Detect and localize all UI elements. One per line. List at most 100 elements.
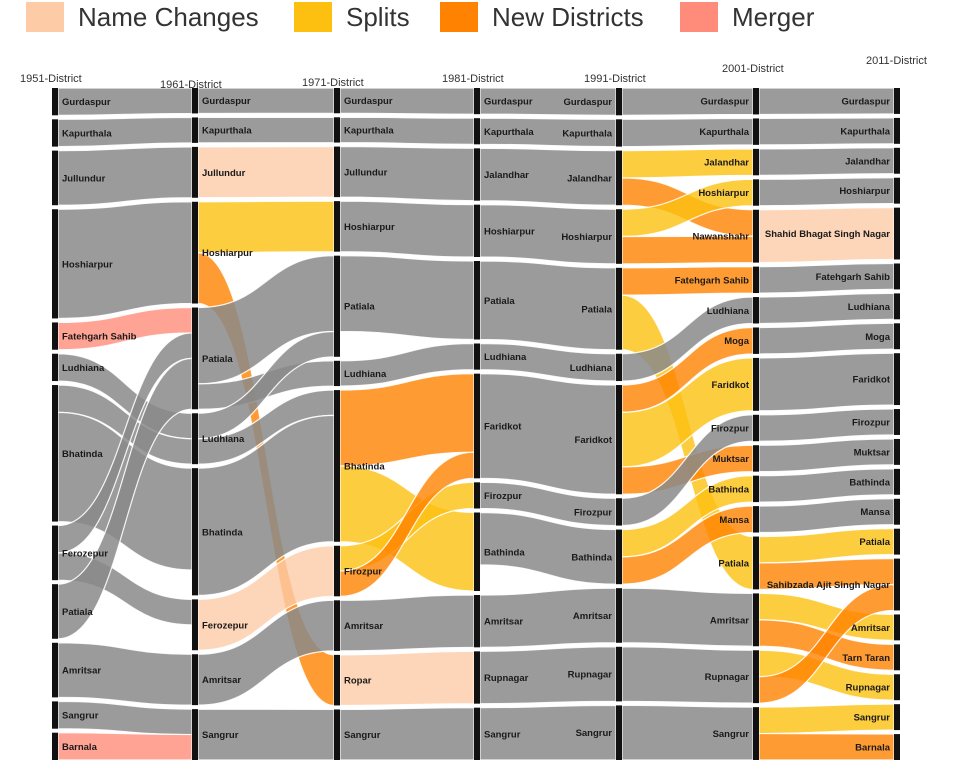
node-bar-nawanshahr — [753, 209, 759, 263]
node-bar-hoshiarpur — [616, 209, 622, 264]
node-bar-shahid-bhagat-singh-nagar — [894, 207, 900, 260]
node-bar-jalandhar — [894, 147, 900, 174]
node-bar-gurdaspur — [753, 88, 759, 115]
node-label-ferozepur: Ferozepur — [202, 620, 248, 631]
node-bar-firozpur — [894, 409, 900, 435]
column-title-1971-district: 1971-District — [302, 77, 364, 89]
column-title-1991-district: 1991-District — [584, 73, 646, 85]
node-bar-sangrur — [52, 701, 58, 729]
legend: Name Changes Splits New Districts Merger — [0, 0, 980, 36]
node-label-hoshiarpur: Hoshiarpur — [202, 248, 253, 259]
node-label-kapurthala: Kapurthala — [344, 125, 394, 136]
node-label-bathinda: Bathinda — [484, 547, 525, 558]
node-bar-amritsar — [334, 600, 340, 651]
node-label-gurdaspur: Gurdaspur — [202, 96, 251, 107]
node-label-sangrur: Sangrur — [484, 729, 521, 740]
flow-amritsar-to-amritsar — [479, 587, 617, 648]
node-bar-patiala — [334, 255, 340, 357]
node-label-hoshiarpur: Hoshiarpur — [62, 259, 113, 270]
node-bar-amritsar — [52, 642, 58, 698]
flow-bathinda-to-bathinda — [621, 475, 754, 558]
flow-faridkot-to-faridkot — [621, 357, 754, 468]
node-bar-patiala — [753, 536, 759, 590]
node-label-amritsar: Amritsar — [710, 615, 749, 626]
legend-swatch-splits — [294, 2, 332, 32]
node-label-sangrur: Sangrur — [713, 729, 750, 740]
node-bar-faridkot — [753, 357, 759, 411]
node-bar-amritsar — [616, 588, 622, 643]
node-bar-firozpur — [334, 545, 340, 597]
node-bar-fatehgarh-sahib — [52, 322, 58, 350]
node-bar-patiala — [616, 267, 622, 350]
node-bar-gurdaspur — [334, 88, 340, 114]
node-label-ludhiana: Ludhiana — [484, 352, 527, 363]
node-label-jalandhar: Jalandhar — [704, 158, 749, 169]
legend-item-merger: Merger — [680, 0, 814, 34]
node-bar-muktsar — [753, 445, 759, 472]
node-bar-hoshiarpur — [52, 209, 58, 319]
flow-bathinda-to-bathinda — [479, 511, 617, 585]
node-label-amritsar: Amritsar — [344, 621, 383, 632]
column-title-1951-district: 1951-District — [20, 73, 82, 85]
node-label-kapurthala: Kapurthala — [699, 127, 749, 138]
node-bar-firozpur — [616, 498, 622, 526]
node-label-muktsar: Muktsar — [713, 454, 750, 465]
node-bar-patiala — [894, 528, 900, 555]
node-bar-gurdaspur — [192, 88, 198, 114]
node-bar-bathinda — [616, 529, 622, 585]
legend-item-name-changes: Name Changes — [26, 0, 259, 34]
node-label-kapurthala: Kapurthala — [484, 127, 534, 138]
node-bar-moga — [894, 323, 900, 350]
legend-label-name-changes: Name Changes — [78, 1, 259, 32]
node-label-shahid-bhagat-singh-nagar: Shahid Bhagat Singh Nagar — [765, 229, 890, 240]
node-label-gurdaspur: Gurdaspur — [484, 97, 533, 108]
node-bar-ludhiana — [334, 360, 340, 387]
legend-item-splits: Splits — [294, 0, 410, 34]
flow-sangrur-to-sangrur — [758, 703, 895, 735]
node-label-bathinda: Bathinda — [571, 552, 612, 563]
node-label-patiala: Patiala — [344, 302, 375, 313]
node-bar-kapurthala — [474, 118, 480, 145]
node-label-ludhiana: Ludhiana — [570, 363, 613, 374]
flow-hoshiarpur-to-nawanshahr — [621, 235, 754, 265]
node-bar-gurdaspur — [616, 88, 622, 116]
node-bar-bathinda — [753, 475, 759, 503]
node-label-kapurthala: Kapurthala — [562, 128, 612, 139]
flow-gurdaspur-to-gurdaspur — [621, 87, 754, 116]
node-label-faridkot: Faridkot — [712, 380, 750, 391]
node-label-barnala: Barnala — [62, 742, 98, 753]
node-bar-jullundur — [52, 150, 58, 206]
node-bar-jullundur — [334, 146, 340, 198]
flow-firozpur-to-firozpur — [758, 408, 895, 442]
node-label-amritsar: Amritsar — [202, 675, 241, 686]
flow-jullundur-to-jalandhar — [339, 145, 475, 202]
node-bar-patiala — [52, 584, 58, 639]
node-bar-ludhiana — [192, 413, 198, 465]
node-bar-muktsar — [894, 438, 900, 465]
node-label-gurdaspur: Gurdaspur — [563, 97, 612, 108]
node-label-faridkot: Faridkot — [575, 435, 613, 446]
node-label-bathinda: Bathinda — [849, 477, 890, 488]
node-bar-hoshiarpur — [192, 201, 198, 304]
node-label-muktsar: Muktsar — [854, 447, 891, 458]
node-label-gurdaspur: Gurdaspur — [841, 96, 890, 107]
node-bar-rupnagar — [894, 674, 900, 701]
node-bar-rupnagar — [616, 646, 622, 702]
node-label-kapurthala: Kapurthala — [202, 126, 252, 137]
node-bar-ferozepur — [192, 599, 198, 651]
node-bar-ferozepur — [52, 525, 58, 581]
node-label-gurdaspur: Gurdaspur — [700, 97, 749, 108]
flow-mansa-to-mansa — [758, 498, 895, 534]
node-label-ludhiana: Ludhiana — [707, 306, 750, 317]
legend-swatch-merger — [680, 2, 718, 32]
node-bar-amritsar — [753, 593, 759, 647]
node-label-moga: Moga — [865, 332, 891, 343]
node-label-sangrur: Sangrur — [344, 730, 381, 741]
node-bar-gurdaspur — [52, 88, 58, 116]
node-label-fatehgarh-sahib: Fatehgarh Sahib — [816, 272, 891, 283]
node-bar-patiala — [474, 261, 480, 340]
node-bar-bhatinda — [52, 385, 58, 522]
node-bar-rupnagar — [474, 651, 480, 704]
legend-swatch-name-changes — [26, 2, 64, 32]
node-label-moga: Moga — [724, 336, 750, 347]
